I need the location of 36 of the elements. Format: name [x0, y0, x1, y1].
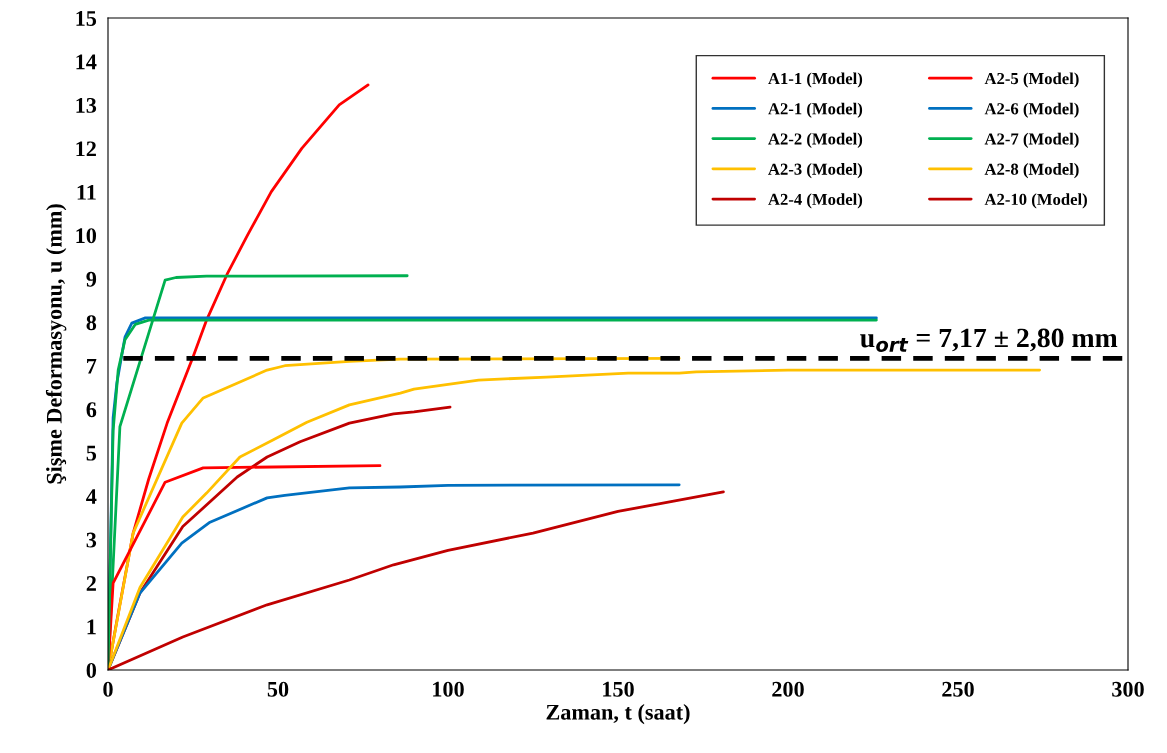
- y-tick-label: 13: [76, 97, 97, 113]
- y-tick-label: 1: [87, 619, 96, 635]
- y-tick-label: 11: [77, 184, 96, 200]
- legend-label: A1-1 (Model): [768, 72, 863, 88]
- y-tick-label: 0: [86, 662, 97, 678]
- x-tick-label: 200: [772, 681, 804, 697]
- y-tick-label: 9: [86, 271, 97, 287]
- x-tick-label: 100: [433, 681, 464, 697]
- x-tick-label: 50: [267, 681, 289, 697]
- legend-label: A2-7 (Model): [984, 132, 1079, 148]
- y-tick-label: 4: [86, 489, 97, 504]
- x-axis-title: Zaman, t (saat): [546, 704, 690, 725]
- legend-label: A2-1 (Model): [768, 102, 863, 118]
- y-axis-title: Şişme Deformasyonu, u (mm): [45, 204, 67, 484]
- y-tick-label: 3: [86, 532, 97, 548]
- y-tick-label: 7: [87, 358, 97, 374]
- x-tick-label: 0: [103, 681, 113, 697]
- legend-label: A2-5 (Model): [984, 72, 1079, 88]
- legend-label: A2-2 (Model): [768, 132, 863, 148]
- legend-label: A2-8 (Model): [984, 163, 1079, 179]
- y-tick-label: 14: [76, 54, 97, 70]
- legend-label: A2-6 (Model): [984, 102, 1079, 118]
- ref-line-label: u$_{ort}$ = 7,17 ± 2,80 mm: [860, 328, 1118, 352]
- y-tick-label: 2: [86, 576, 96, 591]
- y-tick-label: 12: [76, 141, 96, 157]
- y-tick-label: 6: [86, 402, 97, 418]
- x-tick-label: 250: [942, 681, 974, 697]
- x-tick-label: 150: [603, 681, 634, 697]
- x-tick-label: 300: [1112, 681, 1144, 697]
- legend-label: A2-10 (Model): [984, 193, 1087, 209]
- legend-label: A2-4 (Model): [768, 193, 863, 209]
- y-tick-label: 15: [76, 11, 97, 26]
- y-tick-label: 10: [76, 228, 97, 244]
- legend-label: A2-3 (Model): [768, 163, 863, 179]
- y-tick-label: 5: [86, 445, 97, 461]
- y-tick-label: 8: [86, 315, 97, 331]
